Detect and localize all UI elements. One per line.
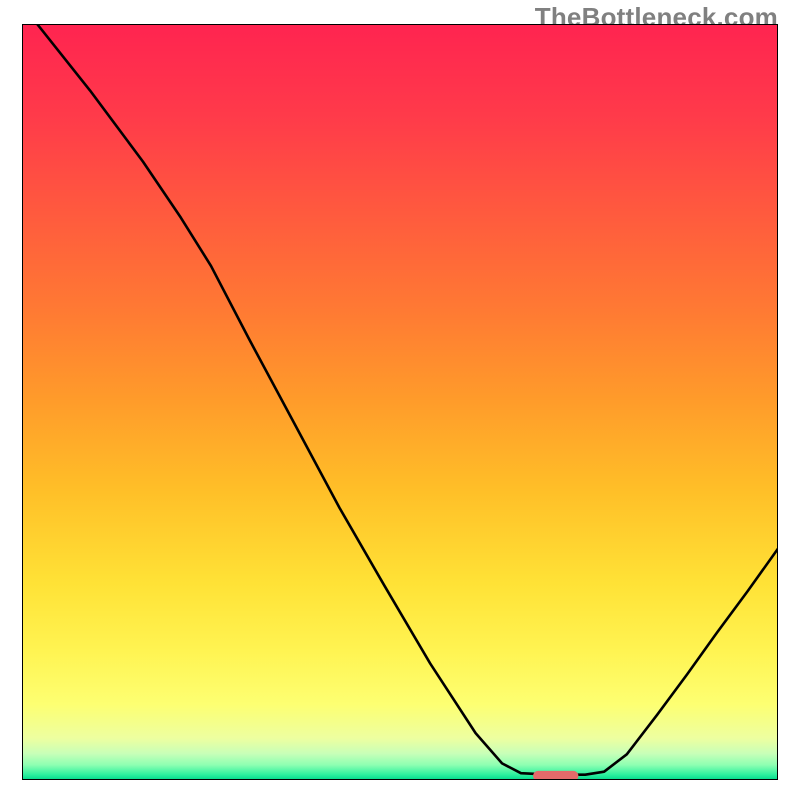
plot-area <box>22 24 778 780</box>
highlight-marker <box>533 771 578 780</box>
chart-svg <box>22 24 778 780</box>
chart-container: TheBottleneck.com <box>0 0 800 800</box>
curve-line <box>37 24 778 775</box>
